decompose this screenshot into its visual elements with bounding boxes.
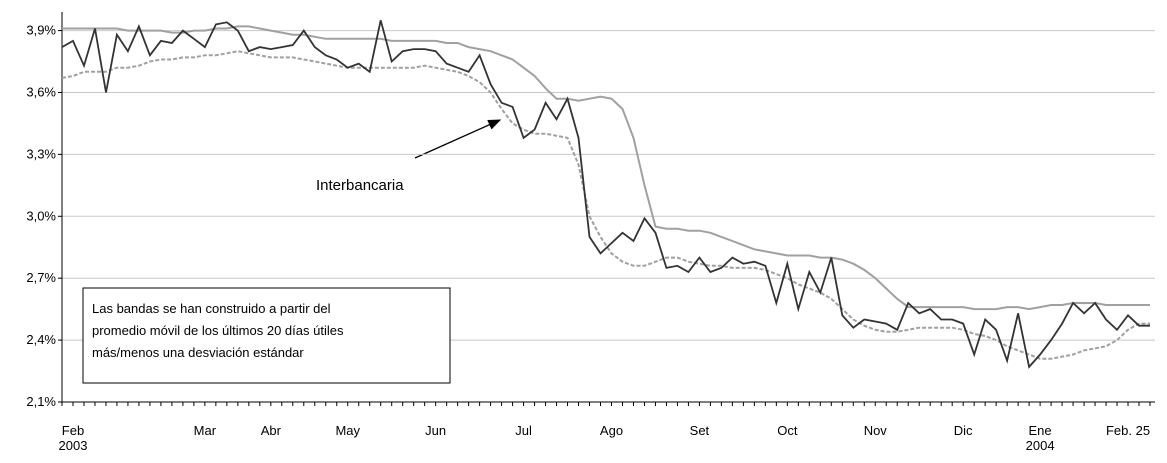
x-tick-label: Mar: [194, 423, 217, 438]
y-tick-label: 2,4%: [26, 332, 56, 347]
y-tick-label: 3,6%: [26, 84, 56, 99]
x-tick-label: Feb. 25: [1106, 423, 1150, 438]
note-text: Las bandas se han construido a partir de…: [92, 301, 331, 316]
y-tick-label: 3,0%: [26, 208, 56, 223]
x-tick-label: Abr: [261, 423, 282, 438]
series-line: [62, 25, 1150, 311]
y-tick-label: 3,3%: [26, 146, 56, 161]
y-tick-label: 2,1%: [26, 394, 56, 409]
x-tick-label: Jun: [425, 423, 446, 438]
x-tick-label: Jul: [515, 423, 532, 438]
y-tick-label: 3,9%: [26, 23, 56, 38]
annotation-arrow: [414, 119, 502, 159]
x-tick-label: Nov: [864, 423, 888, 438]
x-tick-label: Dic: [954, 423, 973, 438]
x-tick-label: Feb 2003: [59, 423, 88, 453]
x-tick-label: Ago: [600, 423, 623, 438]
x-tick-label: May: [335, 423, 360, 438]
x-tick-label: Oct: [777, 423, 798, 438]
note-text: promedio móvil de los últimos 20 días út…: [92, 323, 344, 338]
series-line: [61, 50, 1150, 360]
y-tick-label: 2,7%: [26, 270, 56, 285]
x-tick-label: Set: [690, 423, 710, 438]
note-box: [82, 287, 451, 384]
x-tick-label: Ene 2004: [1026, 423, 1055, 453]
series-line: [61, 20, 1150, 369]
note-text: más/menos una desviación estándar: [92, 345, 304, 360]
annotation: Interbancaria: [316, 177, 404, 194]
